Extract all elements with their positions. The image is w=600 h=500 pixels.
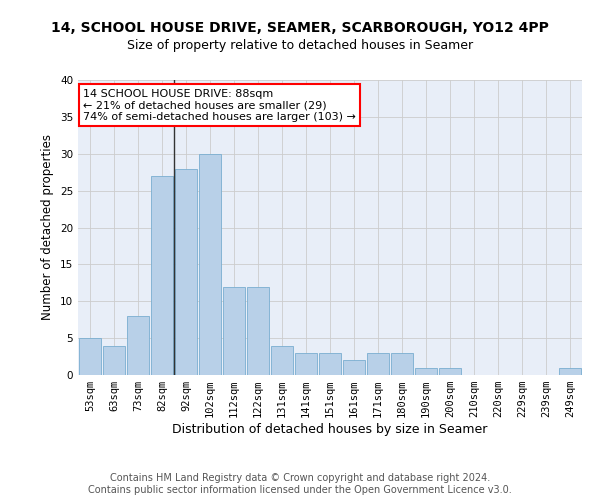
Bar: [391, 353, 413, 375]
Bar: [343, 360, 365, 375]
Bar: [295, 353, 317, 375]
Text: 14 SCHOOL HOUSE DRIVE: 88sqm
← 21% of detached houses are smaller (29)
74% of se: 14 SCHOOL HOUSE DRIVE: 88sqm ← 21% of de…: [83, 89, 356, 122]
Text: Size of property relative to detached houses in Seamer: Size of property relative to detached ho…: [127, 38, 473, 52]
Text: 14, SCHOOL HOUSE DRIVE, SEAMER, SCARBOROUGH, YO12 4PP: 14, SCHOOL HOUSE DRIVE, SEAMER, SCARBORO…: [51, 20, 549, 34]
Bar: [127, 316, 149, 375]
Y-axis label: Number of detached properties: Number of detached properties: [41, 134, 55, 320]
Bar: [199, 154, 221, 375]
Bar: [79, 338, 101, 375]
Bar: [151, 176, 173, 375]
Bar: [223, 286, 245, 375]
Bar: [367, 353, 389, 375]
Bar: [103, 346, 125, 375]
X-axis label: Distribution of detached houses by size in Seamer: Distribution of detached houses by size …: [172, 423, 488, 436]
Bar: [415, 368, 437, 375]
Bar: [247, 286, 269, 375]
Bar: [319, 353, 341, 375]
Bar: [271, 346, 293, 375]
Bar: [559, 368, 581, 375]
Bar: [439, 368, 461, 375]
Bar: [175, 168, 197, 375]
Text: Contains HM Land Registry data © Crown copyright and database right 2024.
Contai: Contains HM Land Registry data © Crown c…: [88, 474, 512, 495]
